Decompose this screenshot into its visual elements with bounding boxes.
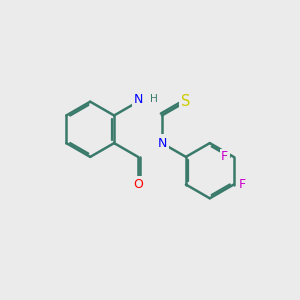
Text: O: O [133,178,143,191]
Text: F: F [239,178,246,191]
Text: F: F [221,150,228,164]
Text: H: H [150,94,158,104]
Text: N: N [157,136,167,150]
Text: N: N [134,93,143,106]
Text: S: S [181,94,190,109]
